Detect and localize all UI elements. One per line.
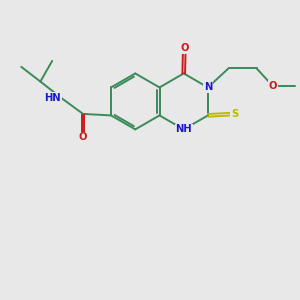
Text: O: O [79, 133, 87, 142]
Text: O: O [268, 81, 277, 91]
Text: S: S [231, 109, 238, 119]
Text: O: O [180, 44, 189, 53]
Text: HN: HN [44, 93, 61, 103]
Text: NH: NH [176, 124, 192, 134]
Text: N: N [204, 82, 212, 92]
